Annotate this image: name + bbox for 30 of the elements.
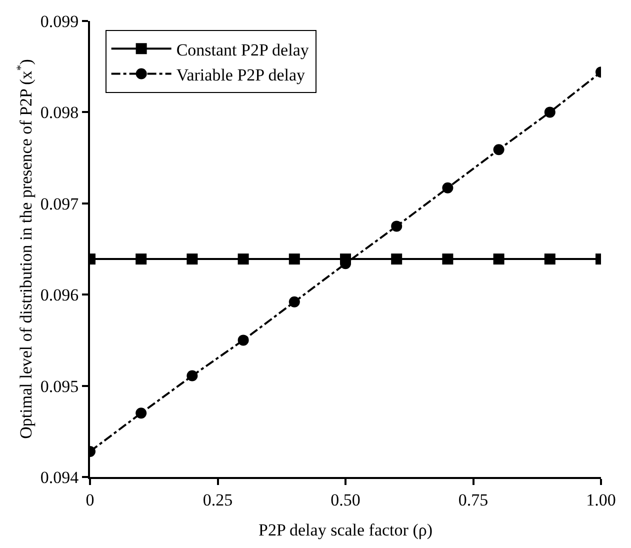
y-tick-label: 0.096: [40, 286, 79, 305]
y-tick-label: 0.095: [40, 376, 79, 396]
point: [544, 254, 556, 265]
point: [391, 220, 402, 232]
point: [391, 254, 402, 265]
point: [186, 254, 198, 265]
point: [442, 182, 454, 194]
point: [442, 254, 454, 265]
point: [493, 144, 504, 156]
point: [288, 296, 300, 308]
point: [493, 254, 504, 265]
x-tick-label: 0: [86, 490, 94, 510]
legend-label: Variable P2P delay: [176, 65, 306, 84]
y-tick-label: 0.098: [40, 103, 79, 122]
point: [136, 408, 147, 419]
x-tick-label: 1.00: [586, 490, 616, 510]
y-tick-label: 0.097: [40, 194, 80, 214]
x-axis-title: P2P delay scale factor (ρ): [258, 520, 433, 540]
legend-label: Constant P2P delay: [176, 40, 310, 60]
point: [544, 106, 556, 118]
x-tick-label: 0.75: [458, 490, 488, 510]
point: [186, 370, 198, 382]
y-tick-label: 0.094: [40, 468, 80, 487]
x-tick-label: 0.25: [202, 490, 233, 510]
point: [136, 254, 147, 265]
y-tick-label: 0.099: [40, 12, 79, 31]
point: [238, 254, 249, 265]
x-tick-label: 0.50: [330, 490, 360, 510]
point: [238, 334, 249, 346]
point: [288, 254, 300, 265]
